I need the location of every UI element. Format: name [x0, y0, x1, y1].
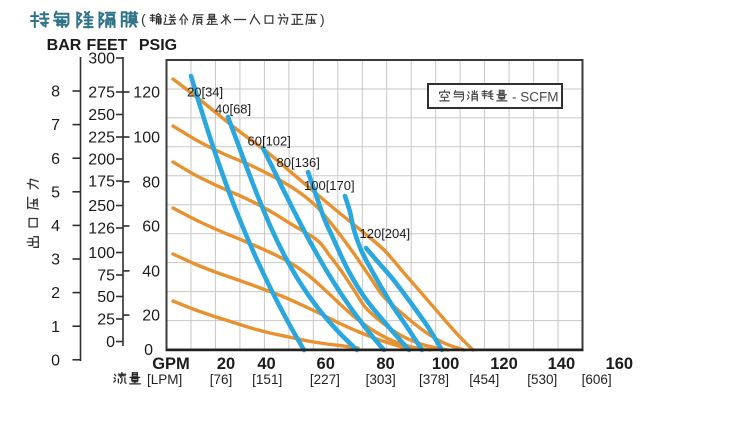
svg-text:120: 120 — [133, 85, 160, 102]
svg-text:100: 100 — [432, 355, 460, 373]
svg-text:275: 275 — [88, 85, 115, 102]
svg-text:BAR: BAR — [47, 37, 82, 54]
svg-text:7: 7 — [51, 117, 60, 134]
svg-text:0: 0 — [51, 352, 60, 369]
svg-text:20: 20 — [217, 355, 235, 373]
svg-text:60: 60 — [317, 355, 335, 373]
svg-text:[LPM]: [LPM] — [147, 372, 182, 387]
svg-text:60: 60 — [142, 219, 160, 236]
svg-text:4: 4 — [51, 218, 60, 235]
svg-text:50: 50 — [97, 289, 115, 306]
svg-text:[227]: [227] — [310, 372, 340, 387]
svg-text:): ) — [320, 11, 325, 27]
svg-text:25: 25 — [97, 312, 115, 329]
svg-text:140: 140 — [548, 355, 576, 373]
svg-text:20: 20 — [142, 308, 160, 325]
svg-text:250: 250 — [88, 107, 115, 124]
svg-text:250: 250 — [88, 198, 115, 215]
svg-text:60[102]: 60[102] — [248, 134, 291, 149]
svg-text:120[204]: 120[204] — [360, 226, 411, 241]
svg-text:20[34]: 20[34] — [187, 85, 223, 100]
svg-text:2: 2 — [51, 285, 60, 302]
svg-text:75: 75 — [97, 268, 115, 285]
svg-text:5: 5 — [51, 184, 60, 201]
svg-text:40: 40 — [142, 264, 160, 281]
svg-text:80: 80 — [142, 174, 160, 191]
svg-text:0: 0 — [106, 334, 115, 351]
svg-text:100: 100 — [133, 130, 160, 147]
svg-text:(: ( — [141, 11, 146, 27]
svg-text:PSIG: PSIG — [139, 37, 177, 54]
svg-text:[606]: [606] — [582, 372, 612, 387]
svg-text:3: 3 — [51, 252, 60, 269]
svg-text:100: 100 — [88, 245, 115, 262]
svg-text:[530]: [530] — [527, 372, 557, 387]
svg-text:- SCFM: - SCFM — [512, 90, 559, 105]
svg-text:80: 80 — [376, 355, 394, 373]
svg-text:100[170]: 100[170] — [304, 178, 355, 193]
svg-text:120: 120 — [490, 355, 518, 373]
svg-text:[378]: [378] — [419, 372, 449, 387]
svg-text:126: 126 — [88, 221, 115, 238]
svg-text:GPM: GPM — [152, 355, 190, 373]
svg-text:[151]: [151] — [252, 372, 282, 387]
svg-text:160: 160 — [606, 355, 634, 373]
svg-text:[76]: [76] — [210, 372, 233, 387]
svg-text:FEET: FEET — [87, 37, 128, 54]
svg-text:0: 0 — [144, 342, 153, 359]
svg-text:[303]: [303] — [366, 372, 396, 387]
svg-text:225: 225 — [88, 130, 115, 147]
svg-text:8: 8 — [51, 84, 60, 101]
svg-text:200: 200 — [88, 152, 115, 169]
svg-text:175: 175 — [88, 174, 115, 191]
svg-text:[454]: [454] — [469, 372, 499, 387]
svg-text:300: 300 — [88, 51, 115, 68]
svg-text:40[68]: 40[68] — [215, 102, 251, 117]
svg-text:1: 1 — [51, 319, 60, 336]
svg-text:80[136]: 80[136] — [277, 155, 320, 170]
svg-text:40: 40 — [257, 355, 275, 373]
svg-text:6: 6 — [51, 151, 60, 168]
